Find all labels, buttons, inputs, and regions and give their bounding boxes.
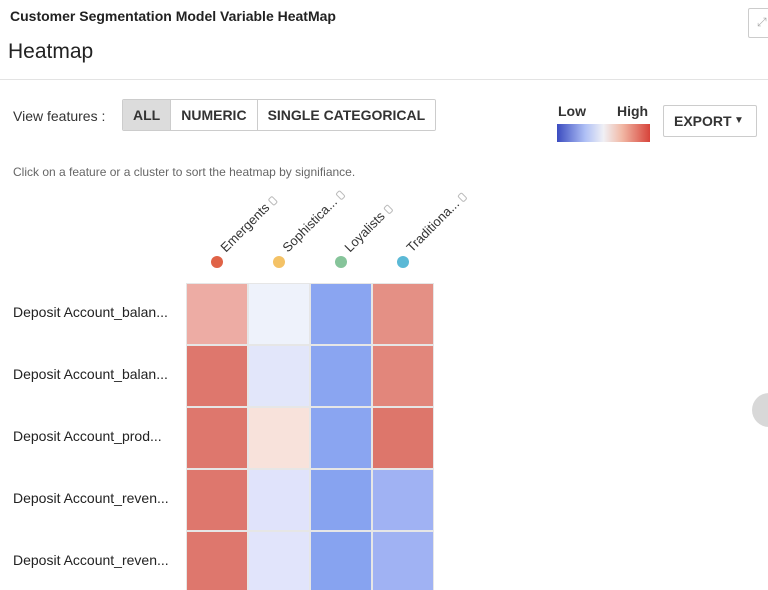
heatmap-cell[interactable]	[186, 531, 248, 590]
heatmap-cell[interactable]	[310, 469, 372, 531]
view-features-label: View features :	[13, 108, 106, 124]
heatmap-cell[interactable]	[310, 345, 372, 407]
view-numeric-button[interactable]: NUMERIC	[171, 100, 258, 130]
heatmap-cell[interactable]	[248, 469, 310, 531]
cluster-color-dot	[335, 256, 347, 268]
feature-row-label[interactable]: Deposit Account_reven...	[13, 552, 169, 568]
view-all-button[interactable]: ALL	[123, 100, 172, 130]
heatmap-cell[interactable]	[372, 407, 434, 469]
feature-row-label[interactable]: Deposit Account_reven...	[13, 490, 169, 506]
cluster-label: Loyalists	[341, 202, 395, 256]
feature-row-label[interactable]: Deposit Account_balan...	[13, 304, 168, 320]
feature-row-label[interactable]: Deposit Account_balan...	[13, 366, 168, 382]
cluster-color-dot	[397, 256, 409, 268]
cluster-label: Traditiona...	[403, 189, 470, 256]
export-label: EXPORT	[674, 113, 732, 129]
heatmap-cell[interactable]	[248, 407, 310, 469]
legend-low-label: Low	[558, 103, 586, 119]
cluster-label-text: Sophistica...	[279, 194, 341, 255]
heatmap-cell[interactable]	[372, 469, 434, 531]
view-single-categorical-button[interactable]: SINGLE CATEGORICAL	[257, 100, 436, 130]
expand-icon: ⤢	[757, 15, 767, 29]
heatmap-cell[interactable]	[372, 345, 434, 407]
heatmap-cell[interactable]	[186, 407, 248, 469]
caret-down-icon: ▼	[734, 115, 744, 126]
export-button[interactable]: EXPORT ▼	[663, 105, 757, 137]
heatmap-cell[interactable]	[186, 345, 248, 407]
cluster-label-text: Emergents	[217, 199, 273, 255]
cluster-label: Sophistica...	[279, 187, 347, 255]
cluster-label-text: Traditiona...	[403, 196, 463, 255]
window-title: Customer Segmentation Model Variable Hea…	[10, 8, 336, 24]
heatmap-cell[interactable]	[248, 345, 310, 407]
header-divider	[0, 79, 768, 80]
heatmap-cell[interactable]	[248, 531, 310, 590]
legend-high-label: High	[617, 103, 649, 119]
heatmap-cell[interactable]	[372, 531, 434, 590]
cluster-color-dot	[273, 256, 285, 268]
cluster-label: Emergents	[217, 193, 280, 256]
pin-icon[interactable]	[457, 191, 468, 203]
legend-color-scale	[557, 124, 650, 142]
side-panel-toggle-button[interactable]	[752, 393, 768, 427]
pin-icon[interactable]	[267, 195, 279, 207]
heatmap-cell[interactable]	[372, 283, 434, 345]
cluster-color-dot	[211, 256, 223, 268]
pin-icon[interactable]	[335, 190, 346, 201]
heatmap-cell[interactable]	[248, 283, 310, 345]
heatmap-cell[interactable]	[310, 283, 372, 345]
view-features-toggle: ALL NUMERIC SINGLE CATEGORICAL	[122, 99, 437, 131]
feature-row-label[interactable]: Deposit Account_prod...	[13, 428, 162, 444]
heatmap-cell[interactable]	[186, 283, 248, 345]
heatmap-cell[interactable]	[186, 469, 248, 531]
sort-hint: Click on a feature or a cluster to sort …	[13, 165, 356, 179]
heatmap-cell[interactable]	[310, 531, 372, 590]
heatmap-cell[interactable]	[310, 407, 372, 469]
pin-icon[interactable]	[382, 204, 394, 215]
cluster-label-text: Loyalists	[341, 208, 388, 255]
expand-button[interactable]: ⤢	[748, 8, 768, 38]
page-title: Heatmap	[8, 40, 94, 63]
